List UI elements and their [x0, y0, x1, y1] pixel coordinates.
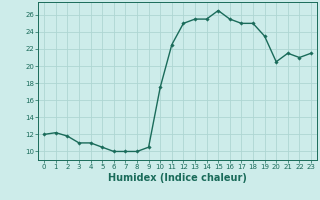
X-axis label: Humidex (Indice chaleur): Humidex (Indice chaleur): [108, 173, 247, 183]
